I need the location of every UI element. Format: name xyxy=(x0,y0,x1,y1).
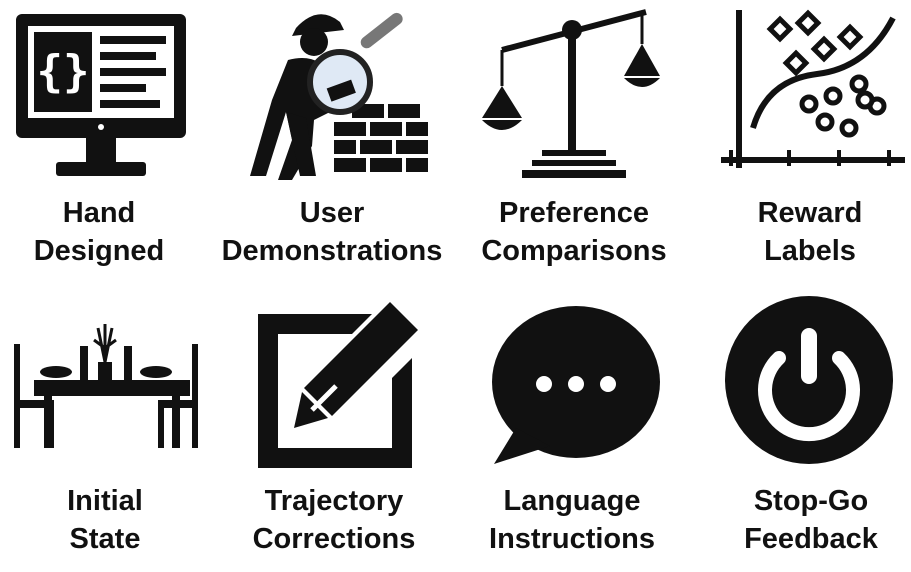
item-hand-designed: {} Hand Designed xyxy=(0,0,228,284)
label-initial-state: Initial State xyxy=(0,482,219,558)
item-reward-labels: Reward Labels xyxy=(697,0,911,284)
label-line-2: Labels xyxy=(764,235,856,267)
item-initial-state: Initial State xyxy=(0,288,228,572)
label-line-1: Reward xyxy=(757,197,863,229)
label-line-2: Designed xyxy=(33,235,165,267)
label-line-2: Instructions xyxy=(489,523,655,555)
label-line-1: User xyxy=(299,197,365,229)
edit-square-icon xyxy=(258,302,418,468)
label-line-1: Preference xyxy=(499,197,649,229)
label-line-2: Corrections xyxy=(252,523,416,555)
label-user-demonstrations: User Demonstrations xyxy=(218,194,446,270)
label-language-instructions: Language Instructions xyxy=(458,482,686,558)
code-monitor-icon: {} xyxy=(16,14,186,176)
label-reward-labels: Reward Labels xyxy=(696,194,911,270)
worker-inspecting-bricks-icon xyxy=(250,12,428,180)
label-hand-designed: Hand Designed xyxy=(0,194,213,270)
label-preference-comparisons: Preference Comparisons xyxy=(460,194,688,270)
label-line-2: State xyxy=(69,523,141,555)
item-stop-go-feedback: Stop-Go Feedback xyxy=(697,288,911,572)
item-trajectory-corrections: Trajectory Corrections xyxy=(222,288,450,572)
speech-bubble-icon xyxy=(492,306,660,464)
item-preference-comparisons: Preference Comparisons xyxy=(460,0,688,284)
scatter-classifier-icon xyxy=(721,9,905,168)
label-line-2: Comparisons xyxy=(481,235,667,267)
label-stop-go-feedback: Stop-Go Feedback xyxy=(697,482,911,558)
label-line-1: Language xyxy=(503,485,641,517)
label-line-1: Stop-Go xyxy=(753,485,869,517)
svg-text:{}: {} xyxy=(37,46,90,97)
item-language-instructions: Language Instructions xyxy=(460,288,688,572)
label-trajectory-corrections: Trajectory Corrections xyxy=(220,482,448,558)
label-line-1: Initial xyxy=(67,485,143,517)
label-line-1: Hand xyxy=(62,197,136,229)
item-user-demonstrations: User Demonstrations xyxy=(222,0,450,284)
power-button-icon xyxy=(725,296,893,464)
label-line-2: Feedback xyxy=(744,523,878,555)
label-line-1: Trajectory xyxy=(264,485,404,517)
label-line-2: Demonstrations xyxy=(221,235,443,267)
balance-scale-icon xyxy=(482,9,660,178)
dining-table-icon xyxy=(14,324,198,448)
